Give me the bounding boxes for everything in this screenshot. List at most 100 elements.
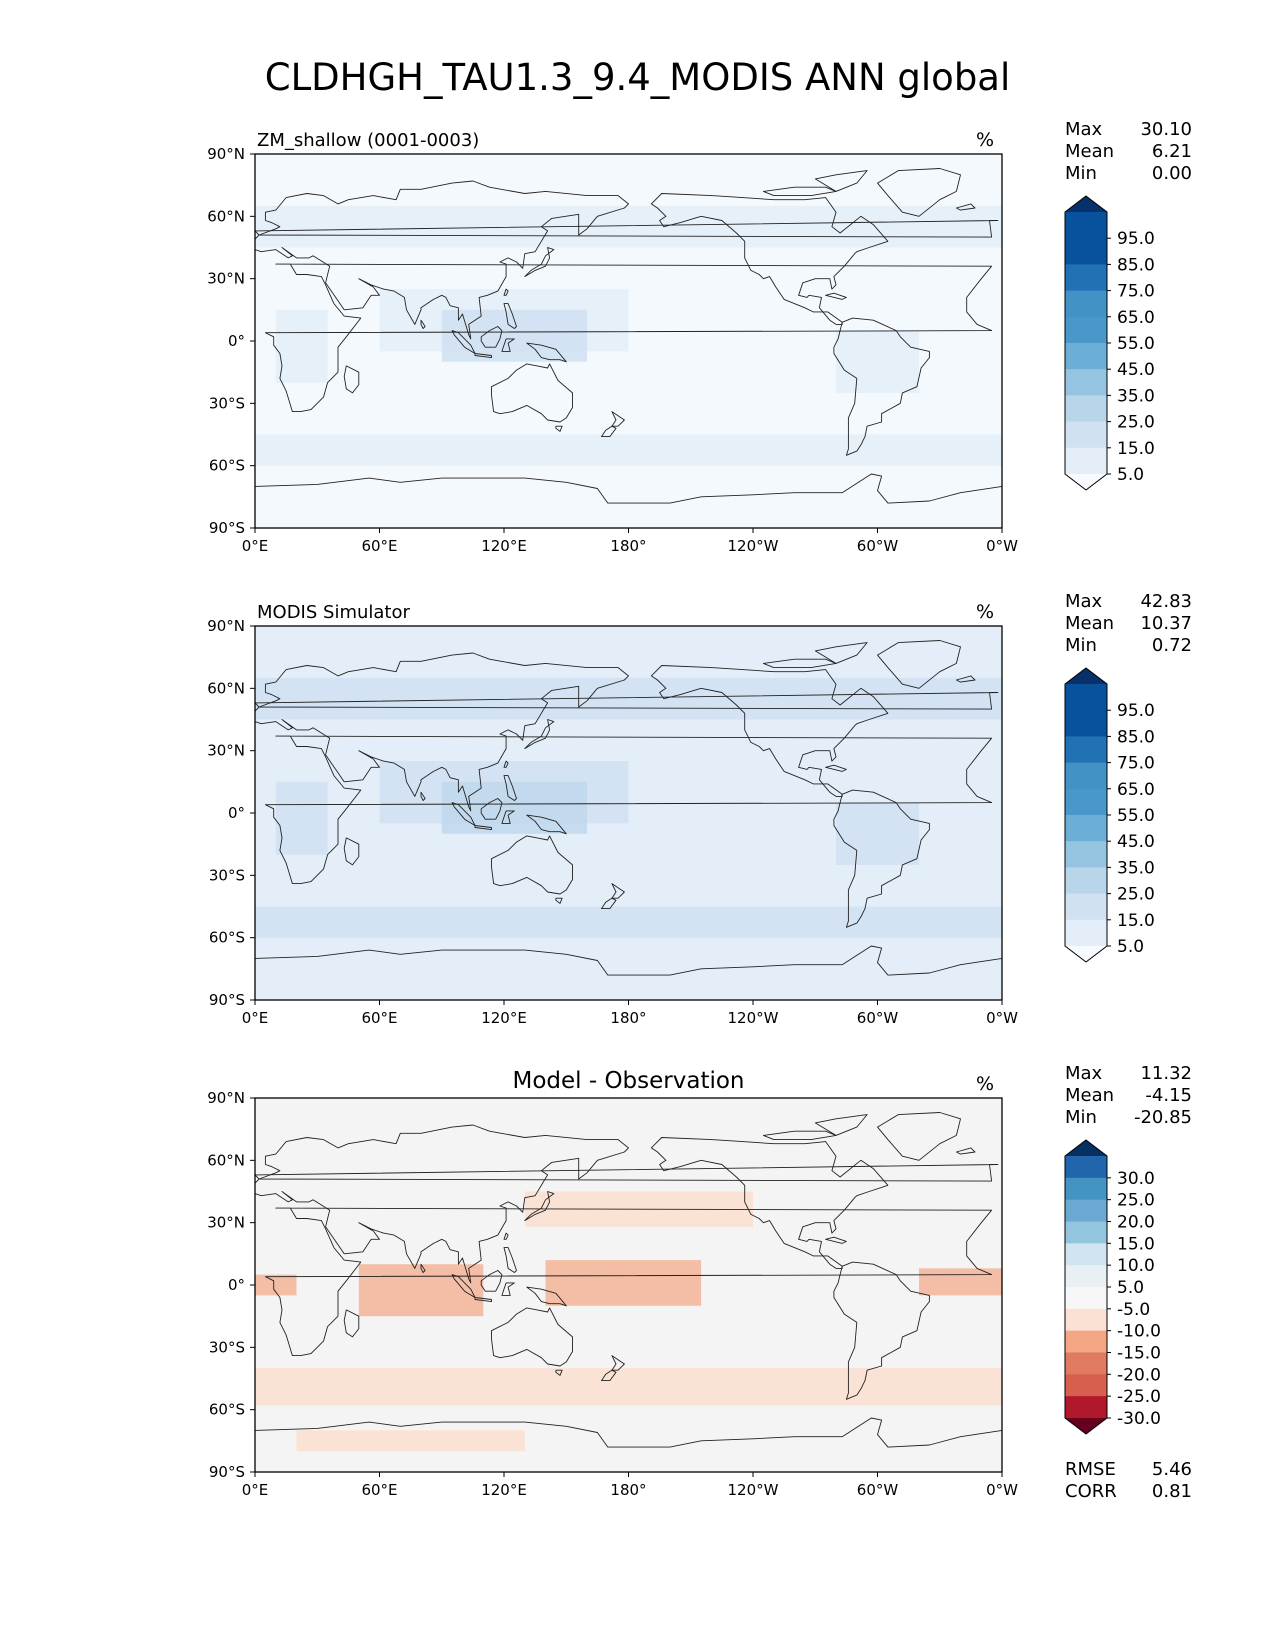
field-region-3 xyxy=(255,434,1002,466)
coastline-17 xyxy=(601,425,617,438)
x-tick-label: 120°W xyxy=(728,1481,779,1499)
colorbar-segment xyxy=(1065,893,1107,921)
coastline-20 xyxy=(877,640,961,689)
coastline-12 xyxy=(524,719,555,750)
figure-title: CLDHGH_TAU1.3_9.4_MODIS ANN global xyxy=(264,56,1011,99)
coastline-15 xyxy=(555,425,563,432)
x-tick-label: 60°E xyxy=(361,1009,397,1027)
field-region-5 xyxy=(836,330,919,393)
panel-title: ZM_shallow (0001-0003) xyxy=(257,130,479,151)
coastline-10 xyxy=(526,342,567,363)
x-tick-label: 60°W xyxy=(857,1009,899,1027)
y-tick-label: 60°N xyxy=(207,679,245,697)
coastline-12 xyxy=(524,247,555,278)
colorbar-extend-top xyxy=(1065,1140,1107,1156)
colorbar-segment xyxy=(1065,1352,1107,1375)
coastline-7 xyxy=(474,1297,492,1303)
coastline-5 xyxy=(420,319,426,329)
x-tick-label: 0°E xyxy=(242,1481,269,1499)
coastline-1 xyxy=(264,263,993,413)
y-tick-label: 0° xyxy=(228,332,245,350)
coastline-9 xyxy=(501,338,515,352)
colorbar-extend-top xyxy=(1065,196,1107,212)
coastline-23 xyxy=(955,1147,976,1155)
colorbar-segment xyxy=(1065,919,1107,947)
colorbar-label: -20.0 xyxy=(1117,1365,1161,1385)
colorbar: 95.0 85.0 75.0 65.0 55.0 45.0 35.0 25.0 15.0 5.0 xyxy=(1064,195,1155,491)
units-label: % xyxy=(976,601,994,623)
colorbar-label: -5.0 xyxy=(1117,1300,1150,1320)
y-tick-label: 90°S xyxy=(209,519,245,537)
colorbar-segment xyxy=(1065,1330,1107,1353)
metric-label: CORR xyxy=(1065,1481,1117,1502)
colorbar-label: 65.0 xyxy=(1117,308,1155,328)
field-region-6 xyxy=(275,781,328,855)
x-tick-label: 180° xyxy=(610,1009,646,1027)
stat-label: Min xyxy=(1065,635,1097,656)
colorbar-label: -30.0 xyxy=(1117,1409,1161,1429)
coastline-15 xyxy=(555,1369,563,1376)
coastline-4 xyxy=(254,220,999,238)
y-tick-label: 30°N xyxy=(207,270,245,288)
stat-label: Min xyxy=(1065,163,1097,184)
coastline-10 xyxy=(526,814,567,835)
field-region-2 xyxy=(441,781,587,834)
stat-value: 30.10 xyxy=(1140,119,1192,140)
metric-value: 5.46 xyxy=(1152,1459,1192,1480)
coastline-20 xyxy=(877,1112,961,1161)
field-region-2 xyxy=(358,1264,484,1317)
x-tick-label: 120°E xyxy=(481,1009,527,1027)
colorbar-segment xyxy=(1065,343,1107,370)
colorbar-segment xyxy=(1065,1243,1107,1266)
coastline-18 xyxy=(650,665,889,797)
coastline-22 xyxy=(814,642,868,664)
field-region-7 xyxy=(255,1274,297,1296)
x-tick-label: 0°W xyxy=(986,537,1018,555)
x-tick-label: 60°E xyxy=(361,537,397,555)
x-tick-label: 60°W xyxy=(857,1481,899,1499)
colorbar-label: 25.0 xyxy=(1117,413,1155,433)
colorbar-label: 15.0 xyxy=(1117,439,1155,459)
field-region-5 xyxy=(836,802,919,865)
coastline-2 xyxy=(343,1309,360,1338)
colorbar-segment xyxy=(1065,290,1107,318)
colorbar-segment xyxy=(1065,684,1107,711)
coastline-3 xyxy=(254,652,629,812)
colorbar-segment xyxy=(1065,395,1107,423)
stat-label: Max xyxy=(1065,1063,1103,1084)
colorbar: 30.025.020.015.010.05.0-5.0-10.0-15.0-20… xyxy=(1064,1139,1161,1435)
colorbar-label: 30.0 xyxy=(1117,1169,1155,1189)
coastline-4 xyxy=(254,1164,999,1182)
stat-value: 0.00 xyxy=(1152,163,1192,184)
coastline-18 xyxy=(650,193,889,325)
stat-value: 10.37 xyxy=(1140,613,1192,634)
y-tick-label: 0° xyxy=(228,1276,245,1294)
colorbar-label: 75.0 xyxy=(1117,282,1155,302)
metric-value: 0.81 xyxy=(1152,1481,1192,1502)
y-tick-label: 60°S xyxy=(209,929,245,947)
colorbar-label: 55.0 xyxy=(1117,334,1155,354)
y-tick-label: 90°N xyxy=(207,1089,245,1107)
colorbar-label: 15.0 xyxy=(1117,911,1155,931)
coastline-1 xyxy=(264,1207,993,1357)
colorbar-segment xyxy=(1065,212,1107,239)
colorbar-segment xyxy=(1065,1287,1107,1310)
colorbar-label: 35.0 xyxy=(1117,858,1155,878)
colorbar-segment xyxy=(1065,264,1107,292)
coastline-8 xyxy=(480,798,503,820)
coastline-12 xyxy=(524,1191,555,1222)
y-tick-label: 90°N xyxy=(207,617,245,635)
panel-3: Model - Observation % 0°E 60°E 120°E 180° 120°… xyxy=(207,1063,1192,1502)
x-tick-label: 0°W xyxy=(986,1481,1018,1499)
colorbar-label: 85.0 xyxy=(1117,255,1155,275)
coastline-16 xyxy=(611,1355,625,1371)
field-region-1 xyxy=(255,1368,1002,1406)
colorbar-label: 75.0 xyxy=(1117,754,1155,774)
y-tick-label: 0° xyxy=(228,804,245,822)
colorbar-label: 25.0 xyxy=(1117,885,1155,905)
coastline-22 xyxy=(814,1114,868,1136)
stat-label: Mean xyxy=(1065,1085,1114,1106)
colorbar-label: 55.0 xyxy=(1117,806,1155,826)
x-tick-label: 60°W xyxy=(857,537,899,555)
